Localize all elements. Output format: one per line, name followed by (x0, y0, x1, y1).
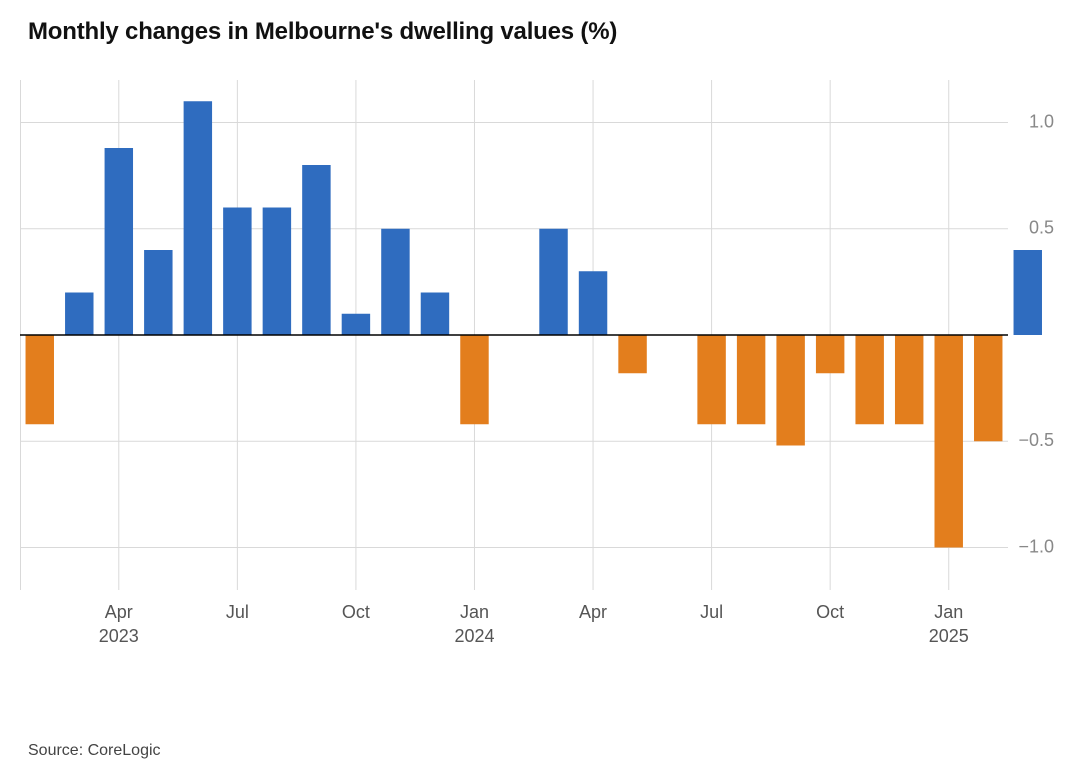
bar (618, 335, 646, 373)
bar (579, 271, 607, 335)
bar (460, 335, 488, 424)
bar (974, 335, 1002, 441)
y-tick-label: −1.0 (1018, 536, 1054, 556)
bar-chart: −1.0 −0.5 0.5 1.0 Apr Jul Oct Jan Apr Jul Oct Jan 20… (20, 80, 1060, 720)
bar (816, 335, 844, 373)
bar (263, 208, 291, 336)
x-tick-label: Jul (700, 602, 723, 622)
bar (184, 101, 212, 335)
x-tick-label: Jan (934, 602, 963, 622)
x-year-label: 2024 (454, 626, 494, 646)
x-tick-label: Jul (226, 602, 249, 622)
bar (855, 335, 883, 424)
bar (342, 314, 370, 335)
x-tick-label: Oct (342, 602, 370, 622)
y-tick-label: 0.5 (1029, 218, 1054, 238)
bar (26, 335, 54, 424)
y-tick-label: 1.0 (1029, 111, 1054, 131)
bar (105, 148, 133, 335)
x-tick-label: Apr (579, 602, 607, 622)
bar (381, 229, 409, 335)
x-year-label: 2025 (929, 626, 969, 646)
chart-source: Source: CoreLogic (28, 742, 161, 760)
x-tick-label: Oct (816, 602, 844, 622)
bar (223, 208, 251, 336)
bar (302, 165, 330, 335)
y-tick-label: −0.5 (1018, 430, 1054, 450)
bar (737, 335, 765, 424)
bar (539, 229, 567, 335)
bar (1014, 250, 1042, 335)
bar (421, 293, 449, 336)
x-tick-label: Jan (460, 602, 489, 622)
bar (697, 335, 725, 424)
x-tick-label: Apr (105, 602, 133, 622)
bar (934, 335, 962, 548)
bar (65, 293, 93, 336)
bar (144, 250, 172, 335)
bar (895, 335, 923, 424)
x-year-label: 2023 (99, 626, 139, 646)
bar (776, 335, 804, 446)
chart-title: Monthly changes in Melbourne's dwelling … (28, 18, 617, 46)
